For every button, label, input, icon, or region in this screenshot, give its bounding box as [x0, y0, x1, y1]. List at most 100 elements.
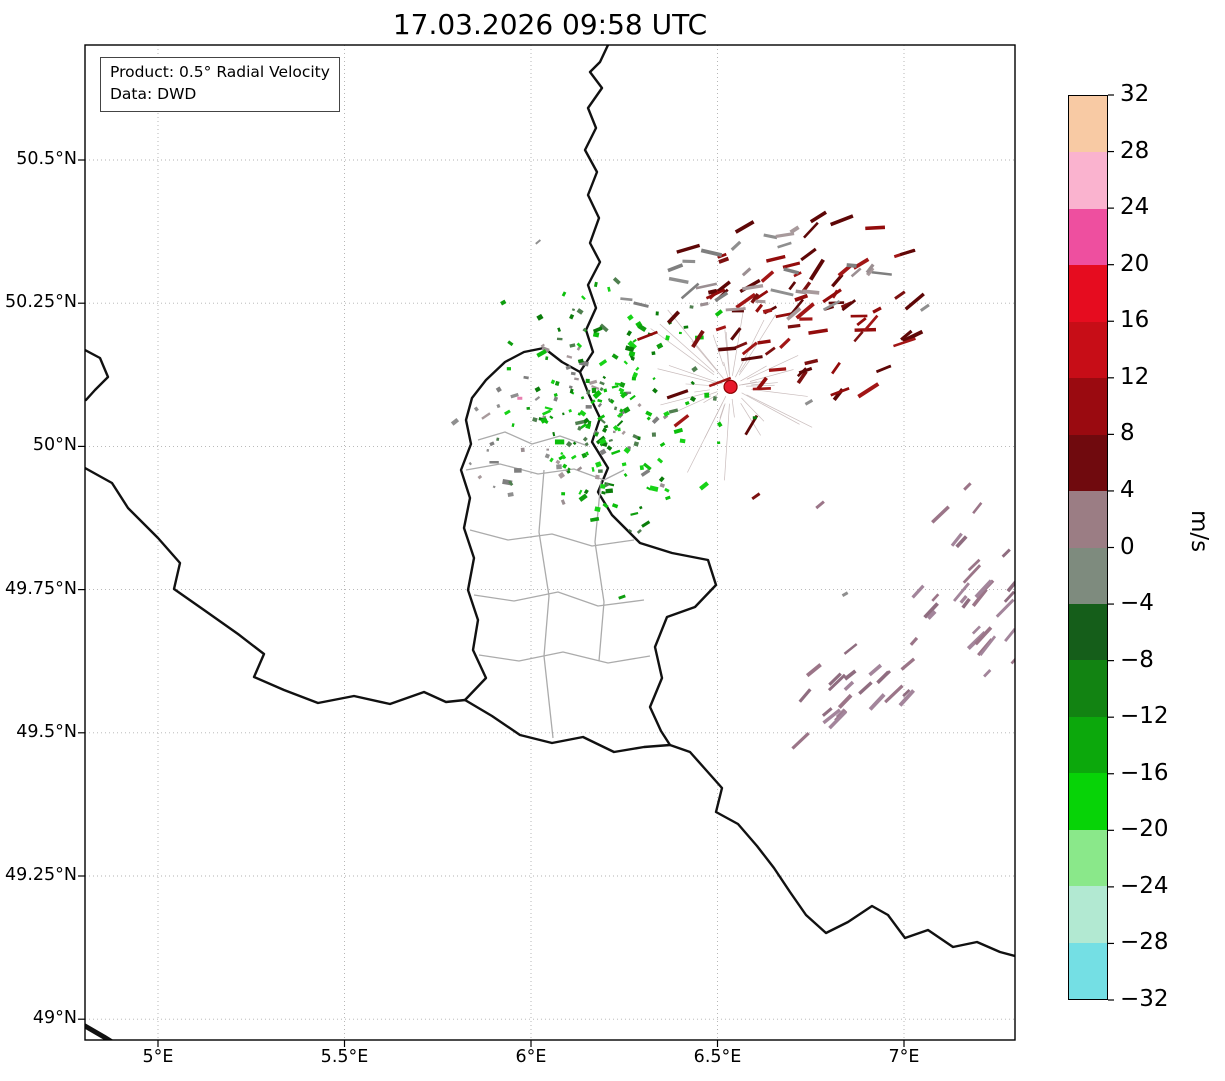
echo-pixel — [489, 441, 495, 447]
radar-echoes — [450, 210, 1015, 750]
echo-pixel — [618, 387, 625, 393]
echo-pixel — [705, 288, 726, 300]
echo-pixel — [782, 261, 801, 269]
echo-pixel — [762, 308, 773, 314]
echo-pixel — [656, 342, 664, 350]
echo-pixel — [871, 271, 892, 276]
echo-pixel — [658, 476, 665, 483]
echo-pixel — [659, 441, 666, 448]
echo-pixel — [852, 257, 870, 270]
echo-pixel — [569, 313, 575, 320]
echo-pixel — [828, 710, 848, 730]
echo-pixel — [821, 707, 833, 717]
radar-spoke — [677, 395, 712, 412]
echo-pixel — [586, 389, 591, 395]
echo-pixel — [664, 487, 670, 493]
axes-frame — [84, 44, 1016, 1041]
echo-pixel — [822, 708, 841, 725]
velocity-colorbar — [1068, 95, 1108, 1000]
echo-pixel — [714, 309, 723, 317]
echo-pixel — [567, 467, 571, 471]
echo-pixel — [590, 399, 596, 405]
echo-pixel — [841, 591, 849, 597]
echo-pixel — [562, 463, 568, 469]
echo-pixel — [632, 338, 637, 343]
radar-spoke — [668, 365, 723, 385]
echo-pixel — [578, 493, 588, 502]
echo-pixel — [599, 448, 607, 456]
echo-pixel — [962, 564, 982, 584]
echo-pixel — [979, 635, 997, 656]
echo-pixel — [691, 329, 705, 349]
echo-pixel — [911, 584, 925, 599]
echo-pixel — [637, 323, 647, 332]
echo-pixel — [554, 380, 560, 387]
y-tick-label: 49°N — [32, 1008, 77, 1029]
echo-pixel — [584, 442, 589, 447]
echo-pixel — [612, 425, 619, 432]
echo-pixel — [576, 308, 584, 315]
echo-pixel — [831, 273, 844, 288]
country-border — [578, 45, 1015, 958]
echo-pixel — [850, 267, 862, 278]
echo-pixel — [959, 594, 968, 604]
echo-pixel — [602, 375, 607, 380]
echo-pixel — [602, 502, 609, 509]
echo-pixel — [585, 451, 589, 456]
country-borders — [85, 45, 1015, 1040]
echo-pixel — [607, 398, 612, 402]
echo-pixel — [755, 303, 764, 313]
echo-pixel — [560, 451, 564, 456]
colorbar-segment — [1069, 152, 1107, 209]
echo-pixel — [496, 437, 500, 442]
echo-pixel — [578, 489, 583, 495]
echo-pixel — [1004, 628, 1015, 643]
echo-pixel — [601, 490, 606, 495]
colorbar-tick-label: 32 — [1120, 81, 1150, 107]
echo-pixel — [623, 360, 628, 365]
echo-pixel — [633, 301, 649, 308]
echo-pixel — [760, 270, 775, 283]
echo-pixel — [950, 532, 963, 547]
echo-pixel — [496, 403, 501, 409]
echo-pixel — [599, 387, 604, 392]
echo-pixel — [714, 291, 729, 303]
echo-pixel — [651, 432, 657, 437]
echo-pixel — [534, 395, 541, 401]
echo-pixel — [593, 281, 598, 288]
echo-pixel — [893, 337, 916, 348]
echo-pixel — [520, 447, 525, 453]
colorbar-tick-label: 16 — [1120, 307, 1150, 334]
echo-pixel — [571, 308, 576, 312]
x-tick-label: 5.5°E — [320, 1047, 369, 1067]
echo-pixel — [900, 329, 913, 341]
echo-pixel — [603, 388, 608, 393]
echo-pixel — [544, 406, 553, 411]
echo-pixel — [568, 385, 573, 389]
echo-pixel — [764, 346, 776, 356]
echo-pixel — [618, 594, 626, 600]
echo-pixel — [536, 313, 544, 321]
colorbar-segment — [1069, 208, 1107, 266]
colorbar-segment — [1069, 547, 1107, 604]
echo-pixel — [623, 473, 628, 478]
echo-pixel — [633, 441, 640, 447]
echo-pixel — [680, 282, 700, 300]
echo-pixel — [613, 406, 618, 411]
echo-pixel — [715, 325, 727, 332]
echo-pixel — [974, 579, 993, 599]
echo-pixel — [550, 379, 556, 385]
echo-pixel — [853, 330, 864, 343]
colorbar-tick-label: −4 — [1120, 590, 1154, 617]
colorbar-tick-label: 20 — [1120, 250, 1150, 277]
echo-pixel — [770, 288, 794, 297]
echo-pixel — [580, 396, 585, 400]
echo-pixel — [676, 243, 701, 254]
colorbar-segment — [1069, 603, 1107, 661]
echo-pixel — [699, 481, 709, 491]
echo-pixel — [558, 471, 566, 479]
echo-pixel — [756, 376, 768, 390]
colorbar-segment — [1069, 829, 1107, 887]
echo-pixel — [557, 327, 561, 332]
